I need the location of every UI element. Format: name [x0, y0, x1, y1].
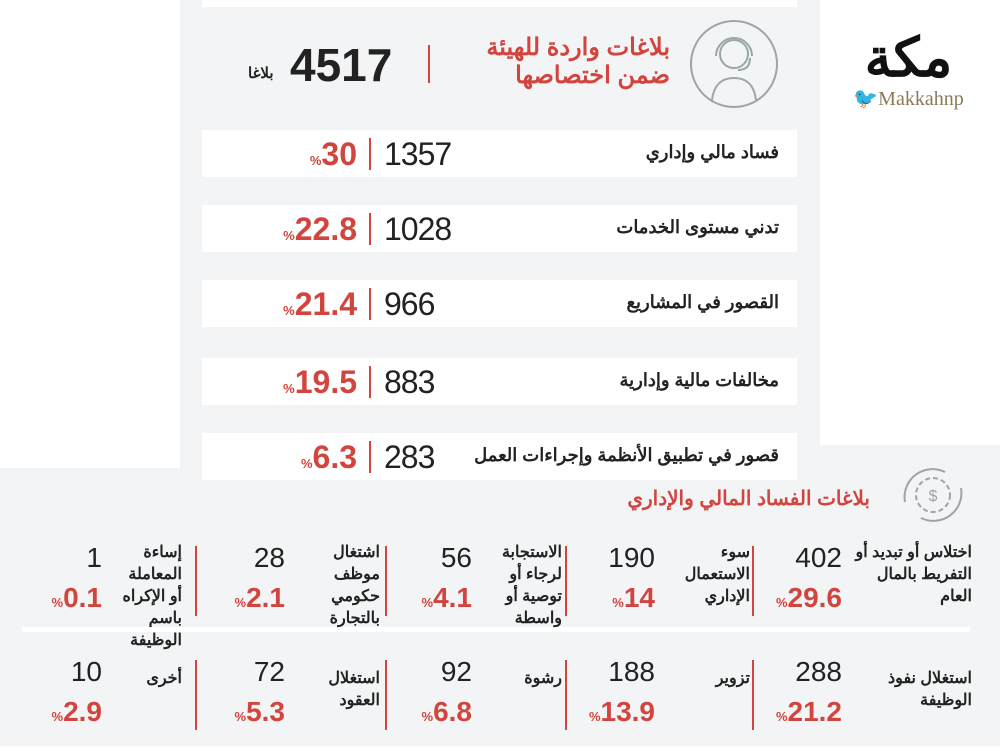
logo-handle: Makkahnp: [878, 88, 964, 110]
corruption-count: 1: [86, 542, 102, 573]
corruption-percent: %5.3: [234, 696, 286, 727]
category-row: مخالفات مالية وإدارية 883 %19.5: [202, 358, 797, 405]
corruption-count: 92: [440, 656, 472, 687]
row-separator: [369, 288, 371, 320]
category-count: 1357: [384, 136, 452, 172]
top-strip: [202, 0, 797, 7]
corruption-count: 402: [795, 542, 842, 573]
category-row: تدني مستوى الخدمات 1028 %22.8: [202, 205, 797, 252]
column-separator: [385, 546, 387, 616]
corruption-label: استغلال العقود: [328, 670, 380, 709]
column-separator: [385, 660, 387, 730]
category-row: قصور في تطبيق الأنظمة وإجراءات العمل 283…: [202, 433, 797, 480]
corruption-cell: أخرى 10 %2.9: [22, 656, 183, 736]
corruption-count: 56: [440, 542, 472, 573]
svg-text:$: $: [929, 488, 938, 505]
category-row: القصور في المشاريع 966 %21.4: [202, 280, 797, 327]
corruption-count: 10: [70, 656, 102, 687]
header-unit: بلاغا: [248, 65, 274, 82]
header-total: 4517: [290, 39, 393, 91]
column-separator: [752, 660, 754, 730]
corruption-label: رشوة: [524, 670, 562, 687]
corruption-cell: اشتغال موظف حكومي بالتجارة 28 %2.1: [205, 542, 381, 627]
corruption-count: 28: [253, 542, 285, 573]
corruption-cell: رشوة 92 %6.8: [392, 656, 563, 736]
category-count: 1028: [384, 211, 452, 247]
category-label: القصور في المشاريع: [626, 292, 779, 312]
category-label: قصور في تطبيق الأنظمة وإجراءات العمل: [474, 445, 779, 465]
row-separator: [369, 138, 371, 170]
corruption-label: تزوير: [715, 670, 750, 687]
category-percent: %6.3: [300, 439, 357, 475]
twitter-bird-icon: 🐦: [853, 88, 879, 110]
column-separator: [195, 660, 197, 730]
row-separator: [369, 213, 371, 245]
corruption-label: أخرى: [146, 670, 182, 687]
corruption-percent: %2.9: [51, 696, 103, 727]
corruption-percent: %29.6: [775, 582, 842, 613]
category-label: فساد مالي وإداري: [645, 142, 779, 162]
corruption-label: سوء الاستعمال الإداري: [684, 544, 750, 605]
corruption-count: 288: [795, 656, 842, 687]
corruption-cell: الاستجابة لرجاء أو توصية أو واسطة 56 %4.…: [392, 542, 563, 627]
corruption-count: 188: [608, 656, 655, 687]
corruption-percent: %21.2: [775, 696, 842, 727]
corruption-label: الاستجابة لرجاء أو توصية أو واسطة: [501, 544, 562, 627]
bottom-panel: [0, 468, 1000, 746]
row-separator: [369, 441, 371, 473]
category-percent: %21.4: [283, 286, 357, 322]
category-label: تدني مستوى الخدمات: [616, 217, 779, 237]
category-percent: %30: [309, 136, 357, 172]
category-count: 883: [384, 364, 435, 400]
corruption-label: إساءة المعاملة أو الإكراه باسم الوظيفة: [122, 544, 182, 649]
corruption-label: اختلاس أو تبديد أو التفريط بالمال العام: [855, 544, 972, 605]
gear-dollar-cycle-icon: $: [893, 462, 973, 528]
corruption-percent: %0.1: [51, 582, 103, 613]
corruption-percent: %6.8: [421, 696, 473, 727]
category-count: 966: [384, 286, 435, 322]
category-label: مخالفات مالية وإدارية: [619, 370, 779, 390]
header-title: بلاغات واردة للهيئة ضمن اختصاصها: [486, 34, 670, 89]
corruption-cell: اختلاس أو تبديد أو التفريط بالمال العام …: [762, 542, 972, 622]
corruption-cell: تزوير 188 %13.9: [575, 656, 750, 736]
corruption-title: بلاغات الفساد المالي والإداري: [627, 488, 870, 510]
headset-agent-icon: [690, 20, 778, 108]
category-row: فساد مالي وإداري 1357 %30: [202, 130, 797, 177]
column-separator: [752, 546, 754, 616]
column-separator: [565, 546, 567, 616]
corruption-cell: سوء الاستعمال الإداري 190 %14: [575, 542, 750, 622]
header-separator: [428, 45, 430, 83]
category-percent: %19.5: [283, 364, 357, 400]
column-separator: [195, 546, 197, 616]
corruption-label: استغلال نفوذ الوظيفة: [888, 670, 972, 709]
corruption-cell: استغلال العقود 72 %5.3: [205, 656, 381, 736]
corruption-label: اشتغال موظف حكومي بالتجارة: [329, 544, 380, 627]
corruption-percent: %13.9: [588, 696, 655, 727]
row-separator: [369, 366, 371, 398]
corruption-percent: %2.1: [234, 582, 286, 613]
corruption-percent: %14: [612, 582, 655, 613]
logo: مكة 🐦Makkahnp: [836, 30, 981, 110]
corruption-percent: %4.1: [421, 582, 473, 613]
column-separator: [565, 660, 567, 730]
corruption-count: 72: [253, 656, 285, 687]
category-percent: %22.8: [283, 211, 357, 247]
grid-divider: [22, 627, 970, 632]
category-count: 283: [384, 439, 435, 475]
right-panel-corner: [820, 445, 1000, 475]
corruption-cell: استغلال نفوذ الوظيفة 288 %21.2: [762, 656, 972, 736]
corruption-cell: إساءة المعاملة أو الإكراه باسم الوظيفة 1…: [22, 542, 183, 649]
corruption-count: 190: [608, 542, 655, 573]
logo-mark: مكة: [864, 28, 953, 88]
